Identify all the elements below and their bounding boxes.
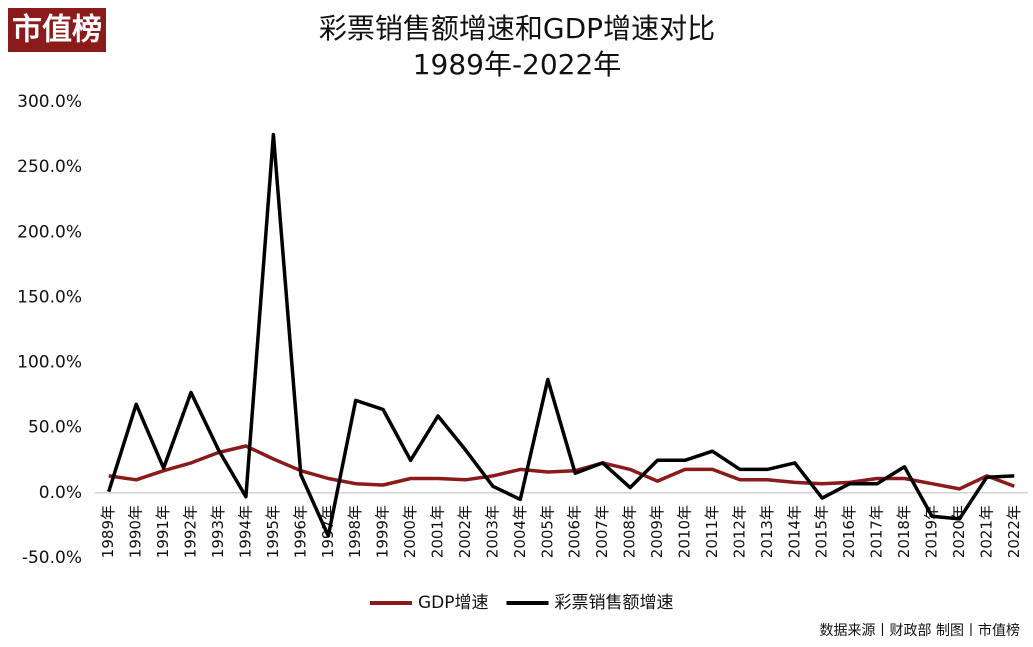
- source: 数据来源丨财政部 制图丨市值榜: [820, 622, 1020, 639]
- x-tick-label: 2003年: [483, 505, 501, 558]
- x-tick-label: 2009年: [648, 505, 666, 558]
- x-tick-label: 1992年: [182, 505, 200, 558]
- x-tick-label: 1994年: [236, 505, 254, 558]
- x-tick-label: 1989年: [99, 505, 117, 558]
- x-tick-label: 2005年: [538, 505, 556, 558]
- x-tick-label: 2007年: [593, 505, 611, 558]
- x-tick-label: 2000年: [401, 505, 419, 558]
- x-tick-label: 2010年: [675, 505, 693, 558]
- line-series: [107, 132, 1015, 538]
- x-tick-label: 1991年: [154, 505, 172, 558]
- x-tick-label: 1993年: [209, 505, 227, 558]
- x-tick-label: 2014年: [785, 505, 803, 558]
- x-tick-label: 2013年: [758, 505, 776, 558]
- legend-label: 彩票销售额增速: [555, 593, 674, 613]
- y-tick-label: 300.0%: [17, 92, 82, 112]
- y-tick-label: 200.0%: [17, 222, 82, 242]
- y-tick-label: 250.0%: [17, 157, 82, 177]
- x-tick-label: 2001年: [429, 505, 447, 558]
- x-tick-label: 1990年: [127, 505, 145, 558]
- x-tick-label: 2021年: [977, 505, 995, 558]
- x-tick-label: 2022年: [1005, 505, 1023, 558]
- legend-label: GDP增速: [418, 593, 489, 613]
- x-tick-label: 2008年: [621, 505, 639, 558]
- x-tick-label: 1998年: [346, 505, 364, 558]
- x-tick-label: 2004年: [511, 505, 529, 558]
- y-tick-label: 100.0%: [17, 353, 82, 373]
- x-tick-label: 1999年: [374, 505, 392, 558]
- x-tick-label: 1996年: [291, 505, 309, 558]
- x-tick-label: 2015年: [813, 505, 831, 558]
- y-tick-label: 0.0%: [39, 483, 82, 503]
- x-tick-label: 2002年: [456, 505, 474, 558]
- y-tick-label: 50.0%: [28, 418, 82, 438]
- y-tick-label: 150.0%: [17, 287, 82, 307]
- x-tick-label: 1995年: [264, 505, 282, 558]
- x-tick-label: 2017年: [868, 505, 886, 558]
- x-tick-label: 2016年: [840, 505, 858, 558]
- logo-box: [8, 8, 106, 52]
- line-series: [108, 444, 1015, 491]
- y-tick-label: -50.0%: [22, 548, 82, 568]
- x-tick-label: 2012年: [730, 505, 748, 558]
- x-tick-label: 2018年: [895, 505, 913, 558]
- chart-title: 彩票销售额增速和GDP增速对比: [319, 12, 715, 45]
- chart-subtitle: 1989年-2022年: [413, 48, 622, 81]
- x-tick-label: 2006年: [566, 505, 584, 558]
- logo: 市值榜: [12, 13, 102, 48]
- x-tick-label: 2011年: [703, 505, 721, 558]
